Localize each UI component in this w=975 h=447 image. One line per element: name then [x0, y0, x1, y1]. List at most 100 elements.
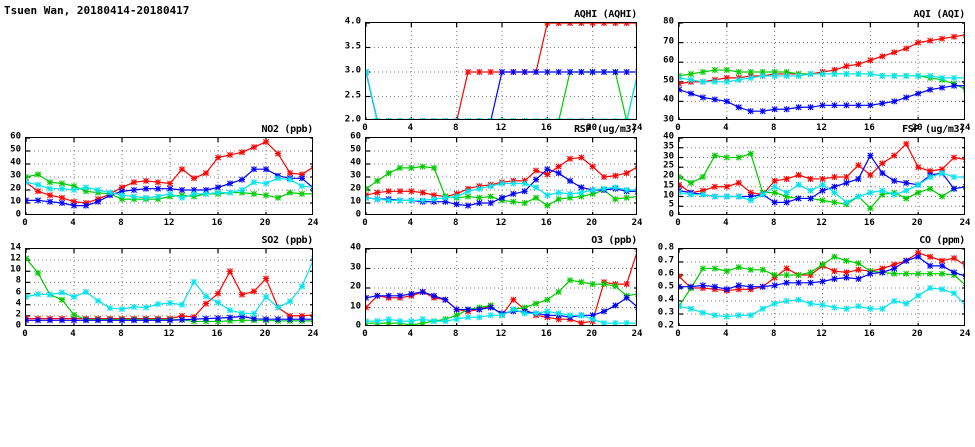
x-tick-label: 12: [495, 329, 507, 339]
y-tick-label: 30: [10, 170, 21, 181]
y-tick-label: 10: [10, 196, 21, 207]
y-tick-label: 40: [350, 242, 361, 253]
y-tick-label: 2.5: [344, 90, 361, 100]
x-tick-label: 20: [911, 218, 923, 228]
y-tick-label: 25: [663, 160, 674, 171]
x-tick-label: 8: [770, 218, 777, 228]
x-tick-label: 20: [259, 218, 271, 228]
y-tick-label: 60: [350, 131, 361, 142]
series-markers-blue: [679, 253, 964, 293]
y-tick-label: 0: [668, 209, 674, 220]
y-tick-label: 5: [668, 199, 674, 210]
y-tick-label: 0.3: [657, 307, 674, 318]
x-tick-label: 16: [540, 123, 552, 133]
series-markers-cyan: [366, 180, 636, 204]
y-tick-label: 30: [350, 262, 361, 272]
y-tick-label: 50: [10, 144, 21, 155]
series-markers-blue: [679, 82, 964, 115]
y-tick-label: 50: [663, 75, 674, 86]
x-tick-label: 12: [816, 123, 827, 133]
x-tick-label: 24: [307, 329, 319, 339]
series-markers-blue: [366, 69, 636, 119]
y-tick-label: 0: [355, 320, 361, 331]
x-tick-label: 12: [816, 218, 827, 228]
chart-title-no2: NO2 (ppb): [261, 124, 314, 135]
x-tick-label: 16: [540, 218, 552, 228]
y-tick-label: 60: [663, 55, 674, 66]
page-title: Tsuen Wan, 20180414-20180417: [4, 4, 190, 17]
x-tick-label: 16: [863, 123, 875, 133]
x-tick-label: 0: [362, 123, 368, 133]
x-tick-label: 20: [586, 218, 598, 228]
x-tick-label: 0: [362, 218, 368, 228]
x-tick-label: 8: [452, 123, 459, 133]
series-markers-blue: [26, 313, 312, 324]
x-tick-label: 4: [723, 123, 729, 133]
series-markers-cyan: [26, 175, 312, 201]
chart-panel-co: CO (ppm) 0.2 0.3 0.4 0.5 0.6 0.7 0.8 0 4 8 12 16 20 24: [658, 235, 971, 339]
x-tick-label: 20: [259, 329, 271, 339]
plot-area-no2: [25, 137, 313, 215]
chart-panel-aqhi: AQHI (AQHI) 2.0 2.5 3.0 3.5 4.0 0 4 8 12 16 20 24: [345, 9, 643, 133]
y-tick-label: 3.5: [344, 41, 361, 51]
x-tick-label: 0: [22, 329, 28, 339]
x-tick-label: 24: [959, 123, 971, 133]
y-tick-label: 14: [10, 242, 21, 253]
x-tick-label: 24: [631, 218, 643, 228]
y-tick-label: 4: [15, 298, 21, 309]
y-tick-label: 8: [15, 275, 21, 286]
chart-title-o3: O3 (ppb): [591, 235, 637, 246]
series-line-red: [679, 252, 964, 292]
plot-area-rsp: [365, 137, 637, 215]
chart-panel-so2: SO2 (ppb) 0 2 4 6 8 10 12 14 0 4 8 12 16 20 24: [10, 235, 318, 339]
chart-panel-o3: O3 (ppb) 0 10 20 30 40 0 4 8 12 16 20 24: [350, 235, 642, 339]
x-tick-label: 8: [118, 218, 124, 228]
plot-area-aqhi: [365, 22, 637, 120]
x-tick-label: 0: [22, 218, 28, 228]
x-tick-label: 12: [495, 218, 507, 228]
chart-panel-no2: NO2 (ppb) 0 10 20 30 40 50 60 0 4 8 12 16 20 24: [10, 124, 318, 228]
series-markers-cyan: [26, 255, 312, 317]
y-tick-label: 40: [10, 157, 21, 168]
y-tick-label: 10: [663, 190, 674, 200]
x-tick-label: 12: [163, 329, 175, 339]
series-markers-cyan: [679, 70, 964, 85]
chart-panel-fsp: FSP (ug/m3) 0 5 10 15 20 25 30 35 40 0 4 8 12 16 20 24: [663, 124, 970, 228]
y-tick-label: 20: [350, 281, 361, 292]
y-tick-label: 60: [10, 131, 21, 142]
x-tick-label: 16: [540, 329, 552, 339]
x-tick-label: 8: [770, 329, 777, 339]
chart-title-rsp: RSP (ug/m3): [574, 124, 637, 135]
chart-panel-rsp: RSP (ug/m3) 0 10 20 30 40 50 60 0 4 8 12 16 20 24: [350, 124, 642, 228]
x-tick-label: 12: [816, 329, 827, 339]
x-tick-label: 4: [723, 218, 729, 228]
x-tick-label: 24: [631, 329, 643, 339]
x-tick-label: 8: [452, 218, 459, 228]
x-tick-label: 4: [407, 329, 414, 339]
series-markers-cyan: [366, 306, 636, 325]
plot-area-fsp: [678, 137, 965, 215]
x-tick-label: 16: [211, 218, 223, 228]
x-tick-label: 4: [723, 329, 729, 339]
chart-title-aqhi: AQHI (AQHI): [574, 9, 637, 20]
y-tick-label: 40: [663, 94, 674, 105]
y-tick-label: 15: [663, 180, 674, 191]
x-tick-label: 0: [675, 123, 681, 133]
plot-area-so2: [25, 248, 313, 326]
y-tick-label: 10: [350, 301, 361, 311]
x-tick-label: 0: [675, 329, 681, 339]
x-tick-label: 4: [70, 218, 76, 228]
y-tick-label: 80: [663, 16, 674, 27]
y-tick-label: 0.2: [657, 320, 674, 331]
y-tick-label: 0: [15, 320, 21, 331]
series-markers-cyan: [679, 170, 964, 206]
series-markers-cyan: [679, 285, 964, 320]
chart-title-aqi: AQI (AQI): [913, 9, 966, 20]
x-tick-label: 4: [407, 123, 414, 133]
x-tick-label: 4: [70, 329, 76, 339]
x-tick-label: 0: [675, 218, 681, 228]
y-tick-label: 10: [10, 264, 21, 275]
x-tick-label: 24: [307, 218, 319, 228]
x-tick-label: 16: [863, 218, 875, 228]
x-tick-label: 12: [495, 123, 507, 133]
